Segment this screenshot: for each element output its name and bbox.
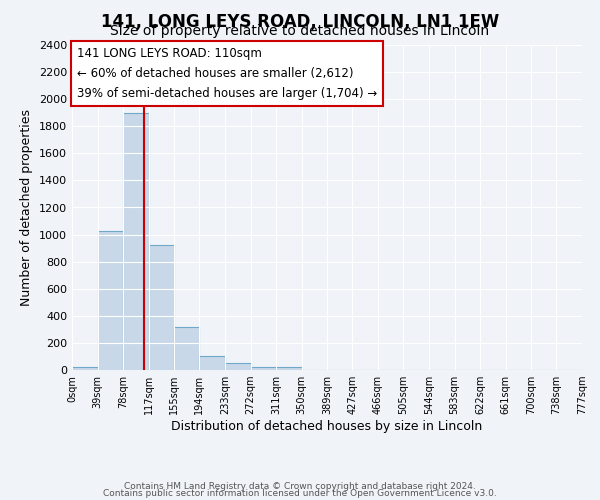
Text: Size of property relative to detached houses in Lincoln: Size of property relative to detached ho… bbox=[110, 24, 490, 38]
Bar bbox=[98, 231, 123, 370]
Text: Contains public sector information licensed under the Open Government Licence v3: Contains public sector information licen… bbox=[103, 490, 497, 498]
Bar bbox=[251, 366, 276, 370]
Text: Contains HM Land Registry data © Crown copyright and database right 2024.: Contains HM Land Registry data © Crown c… bbox=[124, 482, 476, 491]
Text: 141 LONG LEYS ROAD: 110sqm
← 60% of detached houses are smaller (2,612)
39% of s: 141 LONG LEYS ROAD: 110sqm ← 60% of deta… bbox=[77, 46, 377, 100]
Bar bbox=[276, 368, 302, 370]
Bar bbox=[225, 363, 251, 370]
Bar bbox=[72, 366, 98, 370]
Bar bbox=[174, 326, 199, 370]
Text: 141, LONG LEYS ROAD, LINCOLN, LN1 1EW: 141, LONG LEYS ROAD, LINCOLN, LN1 1EW bbox=[101, 12, 499, 30]
X-axis label: Distribution of detached houses by size in Lincoln: Distribution of detached houses by size … bbox=[172, 420, 482, 433]
Bar bbox=[123, 112, 149, 370]
Y-axis label: Number of detached properties: Number of detached properties bbox=[20, 109, 34, 306]
Bar bbox=[149, 246, 174, 370]
Bar bbox=[199, 356, 225, 370]
